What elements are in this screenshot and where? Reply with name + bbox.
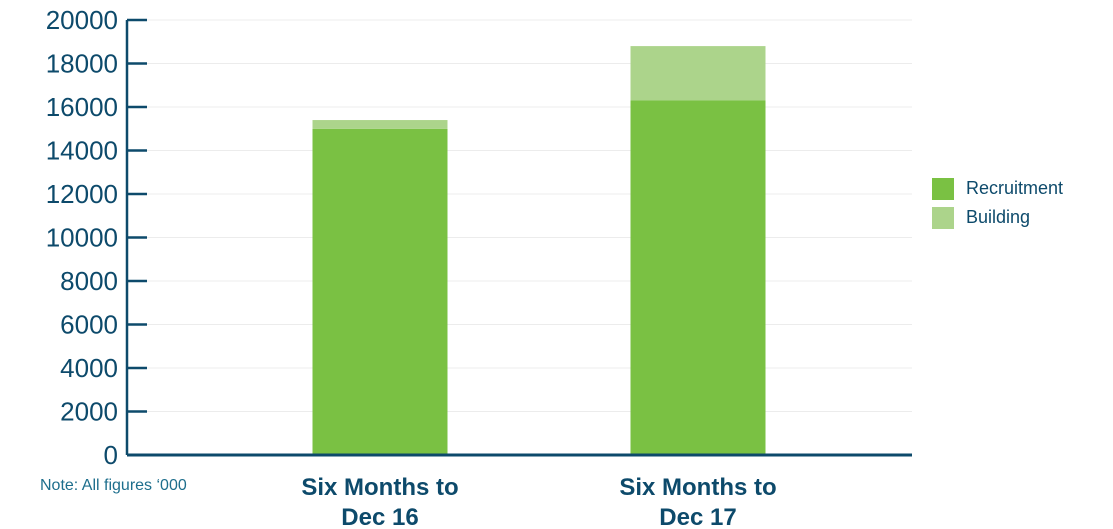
- y-tick-label: 12000: [46, 179, 118, 209]
- x-category-label: Six Months to: [619, 474, 776, 501]
- y-tick-label: 14000: [46, 136, 118, 166]
- footnote: Note: All figures ‘000: [40, 477, 187, 494]
- y-tick-label: 0: [104, 440, 118, 470]
- y-tick-label: 16000: [46, 92, 118, 122]
- bar-building-2: [630, 46, 766, 101]
- y-tick-label: 4000: [60, 353, 118, 383]
- y-tick-label: 18000: [46, 49, 118, 79]
- x-category-label: Dec 16: [341, 504, 418, 529]
- legend-swatch-recruitment: [932, 177, 954, 200]
- bar-building-1: [312, 120, 448, 129]
- x-category-label: Dec 17: [659, 504, 736, 529]
- legend-label-recruitment: Recruitment: [966, 178, 1064, 198]
- legend-item-recruitment: Recruitment: [932, 174, 1063, 203]
- bar-recruitment-2: [630, 100, 766, 455]
- legend: Recruitment Building: [932, 174, 1063, 232]
- legend-label-building: Building: [966, 207, 1031, 227]
- y-tick-label: 2000: [60, 397, 118, 427]
- y-tick-label: 20000: [46, 5, 118, 35]
- x-category-label: Six Months to: [301, 474, 458, 501]
- legend-item-building: Building: [932, 203, 1063, 232]
- bar-recruitment-1: [312, 128, 448, 455]
- y-tick-label: 8000: [60, 266, 118, 296]
- y-tick-label: 6000: [60, 310, 118, 340]
- y-tick-label: 10000: [46, 223, 118, 253]
- legend-swatch-building: [932, 206, 954, 229]
